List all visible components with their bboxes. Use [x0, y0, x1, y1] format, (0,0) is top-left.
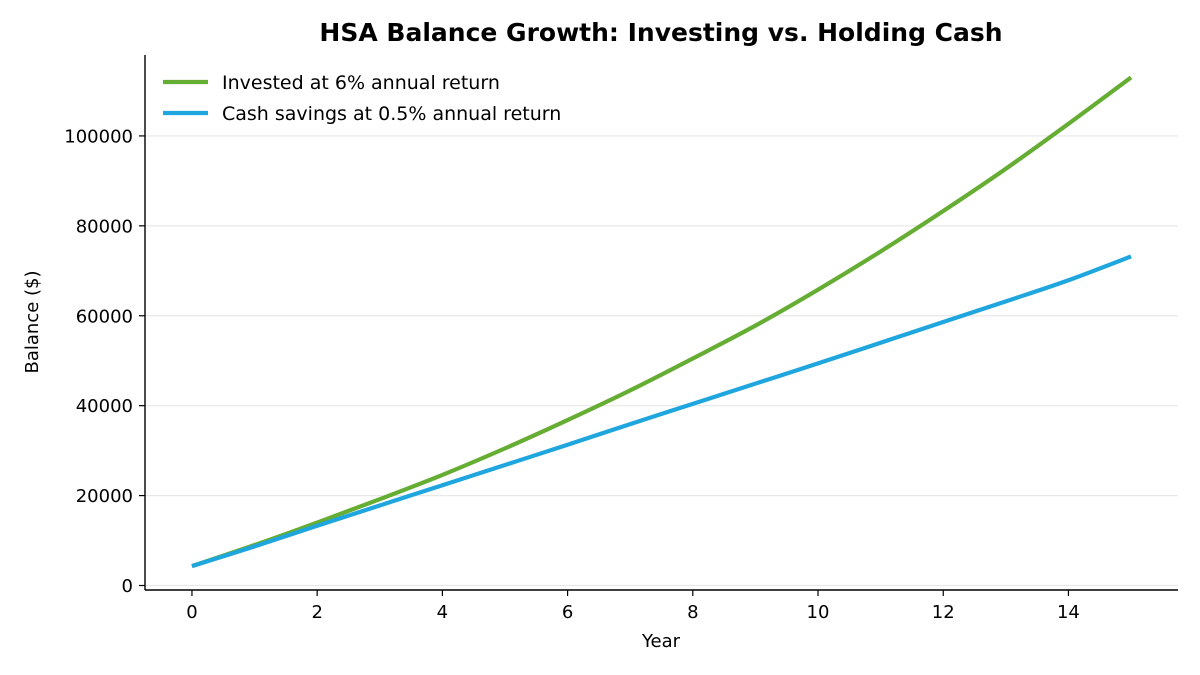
x-tick-label: 4 [437, 602, 448, 623]
x-axis-label: Year [641, 631, 681, 652]
y-axis-label: Balance ($) [22, 270, 43, 373]
legend-label: Invested at 6% annual return [222, 72, 500, 94]
series-line-1 [191, 75, 1133, 569]
x-tick-label: 10 [807, 602, 830, 623]
x-tick-label: 6 [562, 602, 573, 623]
y-axis-ticks: 0 20000 40000 60000 80000 100000 [64, 126, 145, 597]
legend-label: Cash savings at 0.5% annual return [222, 103, 561, 125]
x-tick-label: 14 [1057, 602, 1080, 623]
y-tick-label: 20000 [76, 486, 133, 507]
y-tick-label: 80000 [76, 216, 133, 237]
x-tick-label: 12 [932, 602, 955, 623]
x-axis-ticks: 0 2 4 6 8 10 12 14 [186, 590, 1080, 623]
series-line-2 [191, 254, 1132, 569]
series-lines [191, 75, 1133, 569]
x-tick-label: 0 [186, 602, 197, 623]
axes [144, 55, 1178, 591]
x-tick-label: 8 [687, 602, 698, 623]
y-tick-label: 100000 [64, 126, 133, 147]
x-tick-label: 2 [311, 602, 322, 623]
grid-lines [145, 135, 1178, 587]
legend: Invested at 6% annual return Cash savings… [163, 72, 561, 125]
y-tick-label: 40000 [76, 396, 133, 417]
chart-title: HSA Balance Growth: Investing vs. Holdin… [319, 18, 1002, 47]
y-tick-label: 60000 [76, 306, 133, 327]
y-tick-label: 0 [122, 576, 133, 597]
